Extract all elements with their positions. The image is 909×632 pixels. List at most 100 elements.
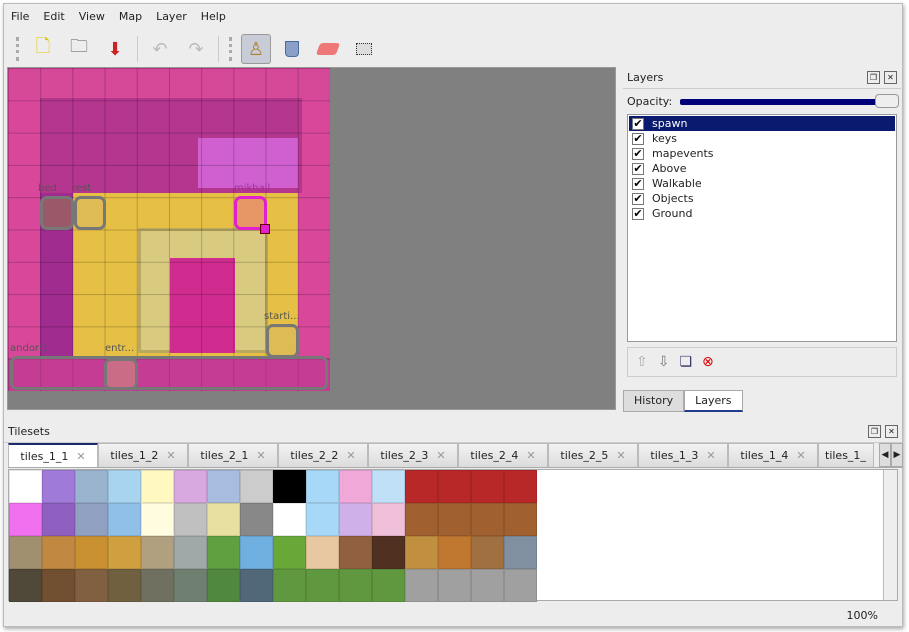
tile[interactable]	[174, 569, 207, 602]
tile[interactable]	[9, 470, 42, 503]
scroll-right-icon[interactable]: ▶	[891, 443, 903, 467]
tile[interactable]	[273, 569, 306, 602]
tile[interactable]	[339, 470, 372, 503]
menu-help[interactable]: Help	[200, 10, 226, 23]
tile[interactable]	[504, 569, 537, 602]
map-canvas[interactable]: bed rest mikhail starti... andor:1 entr.…	[7, 67, 616, 410]
tileset-tab[interactable]: tiles_2_1 ✕	[188, 443, 278, 467]
tile[interactable]	[9, 503, 42, 536]
slider-thumb[interactable]	[875, 93, 899, 108]
close-tab-icon[interactable]: ✕	[76, 449, 86, 463]
bucket-fill-icon[interactable]	[277, 34, 307, 64]
close-tab-icon[interactable]: ✕	[796, 449, 806, 462]
layer-row[interactable]: ✔ Walkable	[629, 176, 895, 191]
tile[interactable]	[273, 470, 306, 503]
layer-row[interactable]: ✔ Objects	[629, 191, 895, 206]
tileset-view[interactable]	[8, 469, 898, 602]
tile[interactable]	[207, 569, 240, 602]
toolbar-grip[interactable]	[16, 37, 19, 61]
tile[interactable]	[306, 536, 339, 569]
layer-row[interactable]: ✔ Ground	[629, 206, 895, 221]
tile[interactable]	[207, 503, 240, 536]
tile[interactable]	[471, 536, 504, 569]
duplicate-layer-icon[interactable]: ❏	[679, 354, 693, 370]
tile[interactable]	[438, 569, 471, 602]
close-tab-icon[interactable]: ✕	[436, 449, 446, 462]
tile[interactable]	[108, 470, 141, 503]
close-icon[interactable]: ✕	[884, 71, 897, 84]
tile[interactable]	[141, 536, 174, 569]
tile[interactable]	[405, 503, 438, 536]
close-tab-icon[interactable]: ✕	[256, 449, 266, 462]
tile[interactable]	[75, 536, 108, 569]
tile[interactable]	[75, 503, 108, 536]
tile[interactable]	[9, 569, 42, 602]
tileset-tab[interactable]: tiles_2_4 ✕	[458, 443, 548, 467]
tile[interactable]	[438, 470, 471, 503]
tile[interactable]	[405, 569, 438, 602]
tileset-tab[interactable]: tiles_2_5 ✕	[548, 443, 638, 467]
tileset-tab[interactable]: tiles_2_2 ✕	[278, 443, 368, 467]
undo-icon[interactable]: ↶	[152, 38, 168, 60]
menu-file[interactable]: File	[11, 10, 30, 23]
tile[interactable]	[141, 503, 174, 536]
tile[interactable]	[108, 569, 141, 602]
map-object-bed[interactable]	[40, 196, 74, 230]
close-tab-icon[interactable]: ✕	[706, 449, 716, 462]
tile[interactable]	[42, 470, 75, 503]
tile[interactable]	[372, 470, 405, 503]
map-object-andor[interactable]	[10, 356, 328, 390]
tile[interactable]	[471, 569, 504, 602]
float-icon[interactable]: ❐	[867, 71, 880, 84]
tile[interactable]	[339, 536, 372, 569]
tile[interactable]	[75, 470, 108, 503]
tile[interactable]	[471, 503, 504, 536]
tile[interactable]	[240, 470, 273, 503]
tile[interactable]	[207, 470, 240, 503]
menu-layer[interactable]: Layer	[156, 10, 187, 23]
toolbar-grip[interactable]	[229, 37, 232, 61]
visibility-checkbox[interactable]: ✔	[632, 146, 644, 160]
redo-icon[interactable]: ↷	[188, 38, 204, 60]
visibility-checkbox[interactable]: ✔	[632, 116, 644, 130]
float-icon[interactable]: ❐	[868, 425, 881, 438]
tile[interactable]	[273, 536, 306, 569]
map-object-start[interactable]	[266, 324, 299, 358]
tile[interactable]	[108, 536, 141, 569]
eraser-icon[interactable]	[313, 34, 343, 64]
tile[interactable]	[174, 536, 207, 569]
tile[interactable]	[339, 503, 372, 536]
resize-handle[interactable]	[260, 224, 270, 234]
tile[interactable]	[306, 569, 339, 602]
tile[interactable]	[240, 569, 273, 602]
save-icon[interactable]: ⬇	[107, 38, 123, 60]
visibility-checkbox[interactable]: ✔	[632, 176, 644, 190]
tile[interactable]	[405, 536, 438, 569]
tile[interactable]	[504, 503, 537, 536]
tile[interactable]	[42, 536, 75, 569]
map-object-entrance[interactable]	[104, 358, 138, 390]
layer-row[interactable]: ✔ keys	[629, 131, 895, 146]
delete-layer-icon[interactable]: ⊗	[702, 354, 714, 370]
stamp-brush-icon[interactable]: ♙	[241, 34, 271, 64]
tile[interactable]	[306, 470, 339, 503]
tile[interactable]	[9, 536, 42, 569]
open-icon[interactable]: 🗀	[70, 36, 88, 57]
tab-history[interactable]: History	[623, 390, 685, 412]
layer-row[interactable]: ✔ mapevents	[629, 146, 895, 161]
layer-row[interactable]: ✔ spawn	[629, 116, 895, 131]
map-object-rest[interactable]	[74, 196, 106, 230]
opacity-slider[interactable]	[680, 93, 899, 108]
tile[interactable]	[306, 503, 339, 536]
tile[interactable]	[471, 470, 504, 503]
layer-row[interactable]: ✔ Above	[629, 161, 895, 176]
tile[interactable]	[75, 569, 108, 602]
visibility-checkbox[interactable]: ✔	[632, 161, 644, 175]
tileset-tab[interactable]: tiles_1_3 ✕	[638, 443, 728, 467]
new-file-icon[interactable]: 🗋	[35, 36, 51, 57]
tileset-tab[interactable]: tiles_1_2 ✕	[98, 443, 188, 467]
tileset-tab[interactable]: tiles_2_3 ✕	[368, 443, 458, 467]
tile[interactable]	[339, 569, 372, 602]
menu-view[interactable]: View	[78, 10, 105, 23]
close-tab-icon[interactable]: ✕	[346, 449, 356, 462]
